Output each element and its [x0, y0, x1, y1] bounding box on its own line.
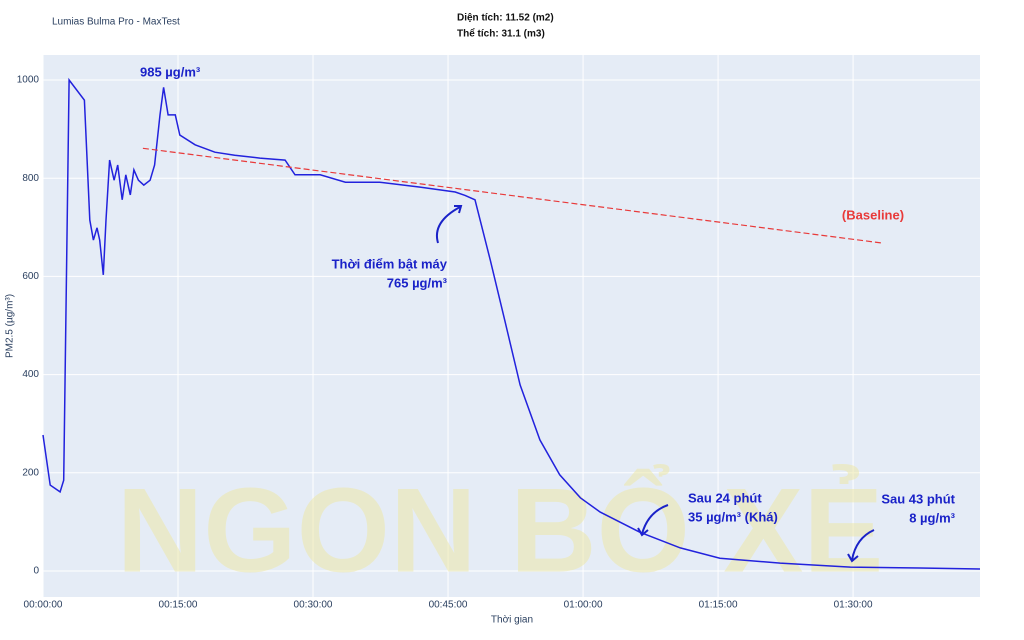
- arrow: [436, 206, 461, 244]
- annotation: Sau 24 phút: [688, 490, 762, 505]
- y-tick-label: 800: [22, 173, 39, 184]
- annotation: 8 µg/m³: [909, 510, 955, 525]
- series-label: (Baseline): [842, 207, 904, 222]
- x-tick-label: 00:30:00: [294, 600, 333, 611]
- annotation: Sau 43 phút: [881, 491, 955, 506]
- arrow-head: [847, 553, 859, 563]
- arrow: [851, 529, 875, 561]
- x-tick-label: 01:30:00: [834, 600, 873, 611]
- x-tick-label: 00:45:00: [429, 600, 468, 611]
- x-tick-label: 01:00:00: [564, 600, 603, 611]
- x-tick-label: 00:15:00: [159, 600, 198, 611]
- watermark: NGON BỔ XẺ: [117, 463, 884, 598]
- subtitle: Thể tích: 31.1 (m3): [457, 28, 545, 40]
- x-axis-label: Thời gian: [491, 615, 533, 626]
- y-tick-label: 600: [22, 271, 39, 282]
- y-tick-label: 200: [22, 467, 39, 478]
- y-tick-label: 400: [22, 369, 39, 380]
- x-tick-label: 01:15:00: [699, 600, 738, 611]
- series-line: [42, 77, 981, 570]
- chart-title: Lumias Bulma Pro - MaxTest: [52, 17, 180, 28]
- y-axis-label: PM2.5 (µg/m³): [5, 294, 16, 358]
- y-tick-label: 1000: [17, 75, 40, 86]
- annotation: 35 µg/m³ (Khá): [688, 509, 778, 524]
- plot-area: [43, 55, 980, 597]
- y-tick-label: 0: [33, 566, 39, 577]
- annotation: 985 µg/m³: [140, 64, 201, 79]
- x-tick-label: 00:00:00: [24, 600, 63, 611]
- annotation: Thời điểm bật máy: [332, 256, 448, 271]
- series-line: [142, 147, 882, 244]
- arrow: [641, 504, 669, 535]
- subtitle: Diện tích: 11.52 (m2): [457, 13, 554, 24]
- annotation: 765 µg/m³: [387, 275, 448, 290]
- arrow-head: [637, 527, 649, 537]
- arrows: [436, 205, 875, 563]
- arrow-head: [454, 205, 463, 214]
